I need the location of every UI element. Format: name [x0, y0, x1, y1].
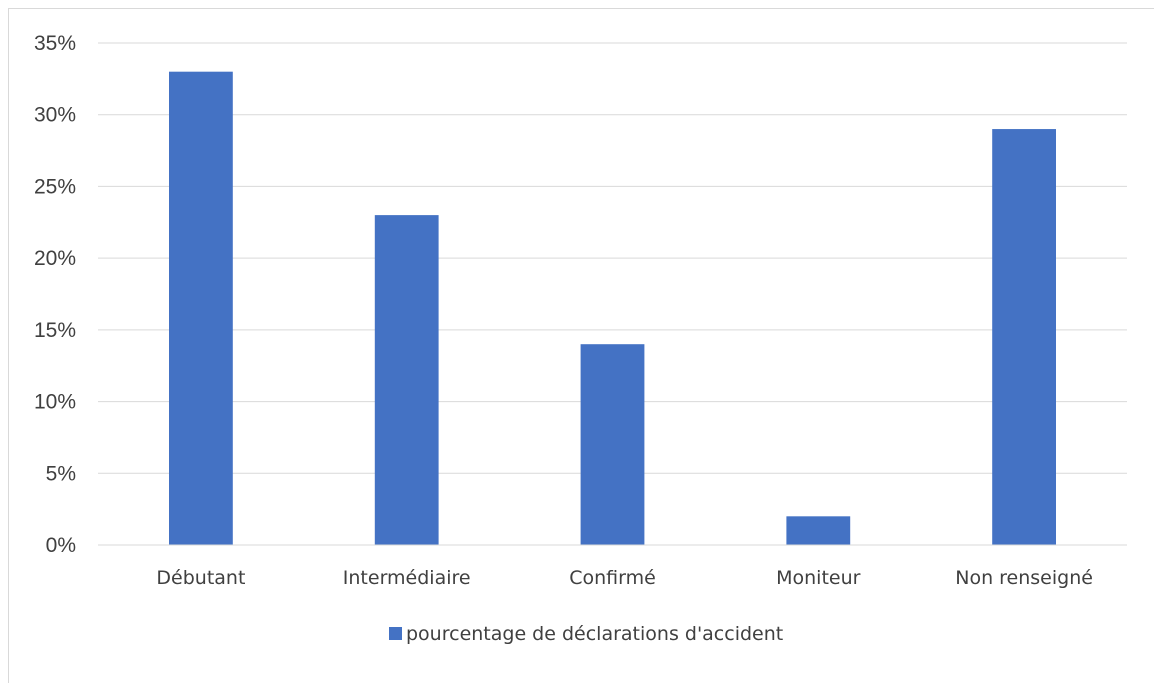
bar	[374, 215, 439, 545]
y-tick-label: 15%	[34, 319, 76, 342]
y-tick-label: 30%	[34, 104, 76, 127]
y-tick-label: 35%	[34, 32, 76, 55]
bar	[580, 344, 645, 545]
y-axis-tick-labels: 0% 5% 10% 15% 20% 25% 30% 35%	[34, 32, 76, 557]
x-category-label: Confirmé	[569, 567, 656, 589]
bar	[786, 516, 851, 545]
x-category-label: Moniteur	[776, 567, 861, 589]
x-category-label: Intermédiaire	[343, 567, 471, 589]
y-tick-label: 25%	[34, 175, 76, 198]
legend-swatch	[389, 627, 402, 640]
x-axis-category-labels: Débutant Intermédiaire Confirmé Moniteur Non…	[156, 567, 1093, 589]
x-category-label: Débutant	[156, 567, 245, 589]
legend: pourcentage de déclarations d'accident	[389, 623, 783, 645]
x-category-label: Non renseigné	[955, 567, 1093, 589]
y-tick-label: 5%	[46, 462, 76, 485]
y-tick-label: 20%	[34, 247, 76, 270]
bar	[169, 71, 233, 545]
y-tick-label: 10%	[34, 391, 76, 414]
legend-label: pourcentage de déclarations d'accident	[406, 623, 783, 645]
y-tick-label: 0%	[46, 534, 76, 557]
bar	[992, 129, 1056, 546]
bars	[169, 71, 1056, 546]
